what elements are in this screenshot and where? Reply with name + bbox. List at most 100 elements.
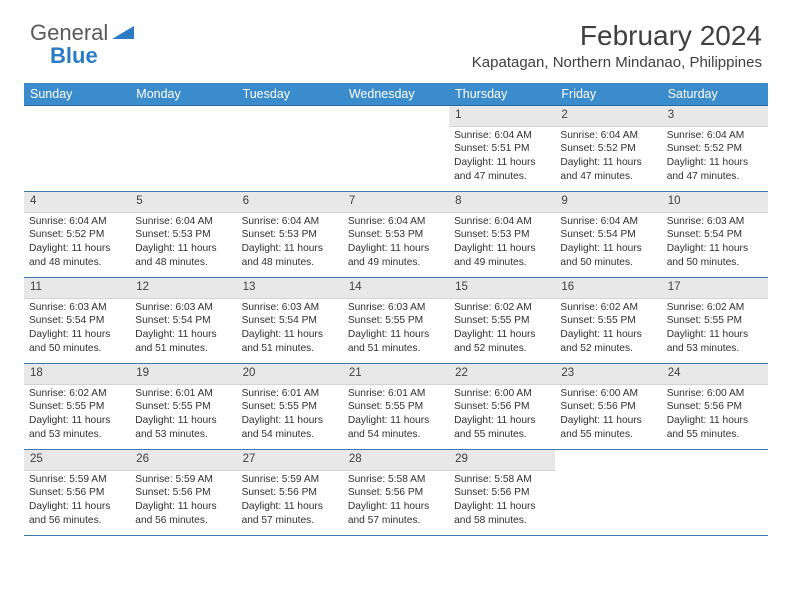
calendar-day-cell: 21Sunrise: 6:01 AMSunset: 5:55 PMDayligh… [343, 364, 449, 450]
calendar-week-row: 25Sunrise: 5:59 AMSunset: 5:56 PMDayligh… [24, 450, 768, 536]
day-number: 14 [343, 278, 449, 299]
day-number: 23 [555, 364, 661, 385]
day-info: Sunrise: 5:59 AMSunset: 5:56 PMDaylight:… [130, 471, 236, 532]
calendar-day-cell: 6Sunrise: 6:04 AMSunset: 5:53 PMDaylight… [237, 192, 343, 278]
day-number: 26 [130, 450, 236, 471]
weekday-header: Wednesday [343, 83, 449, 106]
day-info: Sunrise: 6:00 AMSunset: 5:56 PMDaylight:… [662, 385, 768, 446]
calendar-day-cell: 24Sunrise: 6:00 AMSunset: 5:56 PMDayligh… [662, 364, 768, 450]
calendar-day-cell: 9Sunrise: 6:04 AMSunset: 5:54 PMDaylight… [555, 192, 661, 278]
day-info: Sunrise: 6:01 AMSunset: 5:55 PMDaylight:… [130, 385, 236, 446]
month-title: February 2024 [472, 20, 762, 52]
day-info: Sunrise: 6:01 AMSunset: 5:55 PMDaylight:… [343, 385, 449, 446]
day-number: 7 [343, 192, 449, 213]
title-block: February 2024 Kapatagan, Northern Mindan… [472, 20, 762, 71]
day-number: 16 [555, 278, 661, 299]
calendar-day-cell [130, 106, 236, 192]
weekday-header: Sunday [24, 83, 130, 106]
calendar-day-cell: 7Sunrise: 6:04 AMSunset: 5:53 PMDaylight… [343, 192, 449, 278]
calendar-day-cell: 19Sunrise: 6:01 AMSunset: 5:55 PMDayligh… [130, 364, 236, 450]
calendar-day-cell: 11Sunrise: 6:03 AMSunset: 5:54 PMDayligh… [24, 278, 130, 364]
calendar-day-cell: 18Sunrise: 6:02 AMSunset: 5:55 PMDayligh… [24, 364, 130, 450]
day-number: 17 [662, 278, 768, 299]
day-number: 27 [237, 450, 343, 471]
calendar-day-cell: 14Sunrise: 6:03 AMSunset: 5:55 PMDayligh… [343, 278, 449, 364]
day-number: 6 [237, 192, 343, 213]
day-info: Sunrise: 6:04 AMSunset: 5:53 PMDaylight:… [130, 213, 236, 274]
calendar-day-cell: 20Sunrise: 6:01 AMSunset: 5:55 PMDayligh… [237, 364, 343, 450]
day-info: Sunrise: 6:04 AMSunset: 5:53 PMDaylight:… [449, 213, 555, 274]
logo-triangle-icon [112, 23, 134, 44]
calendar-day-cell: 28Sunrise: 5:58 AMSunset: 5:56 PMDayligh… [343, 450, 449, 536]
day-number: 19 [130, 364, 236, 385]
day-info: Sunrise: 6:03 AMSunset: 5:54 PMDaylight:… [130, 299, 236, 360]
calendar-day-cell: 25Sunrise: 5:59 AMSunset: 5:56 PMDayligh… [24, 450, 130, 536]
calendar-week-row: 4Sunrise: 6:04 AMSunset: 5:52 PMDaylight… [24, 192, 768, 278]
calendar-day-cell [237, 106, 343, 192]
day-info: Sunrise: 6:03 AMSunset: 5:54 PMDaylight:… [662, 213, 768, 274]
calendar-day-cell: 4Sunrise: 6:04 AMSunset: 5:52 PMDaylight… [24, 192, 130, 278]
weekday-header: Monday [130, 83, 236, 106]
day-info: Sunrise: 5:59 AMSunset: 5:56 PMDaylight:… [237, 471, 343, 532]
day-number: 25 [24, 450, 130, 471]
day-info: Sunrise: 6:02 AMSunset: 5:55 PMDaylight:… [555, 299, 661, 360]
day-number: 15 [449, 278, 555, 299]
day-number: 3 [662, 106, 768, 127]
day-number: 8 [449, 192, 555, 213]
day-info: Sunrise: 6:02 AMSunset: 5:55 PMDaylight:… [662, 299, 768, 360]
calendar-table: SundayMondayTuesdayWednesdayThursdayFrid… [24, 83, 768, 536]
day-number: 1 [449, 106, 555, 127]
calendar-day-cell: 15Sunrise: 6:02 AMSunset: 5:55 PMDayligh… [449, 278, 555, 364]
day-number: 24 [662, 364, 768, 385]
calendar-day-cell: 26Sunrise: 5:59 AMSunset: 5:56 PMDayligh… [130, 450, 236, 536]
day-number: 22 [449, 364, 555, 385]
calendar-week-row: 18Sunrise: 6:02 AMSunset: 5:55 PMDayligh… [24, 364, 768, 450]
day-number: 28 [343, 450, 449, 471]
day-number: 9 [555, 192, 661, 213]
calendar-day-cell: 12Sunrise: 6:03 AMSunset: 5:54 PMDayligh… [130, 278, 236, 364]
calendar-day-cell: 22Sunrise: 6:00 AMSunset: 5:56 PMDayligh… [449, 364, 555, 450]
header: General February 2024 Kapatagan, Norther… [0, 0, 792, 77]
calendar-week-row: 11Sunrise: 6:03 AMSunset: 5:54 PMDayligh… [24, 278, 768, 364]
day-info: Sunrise: 6:02 AMSunset: 5:55 PMDaylight:… [24, 385, 130, 446]
day-number: 12 [130, 278, 236, 299]
calendar-day-cell: 1Sunrise: 6:04 AMSunset: 5:51 PMDaylight… [449, 106, 555, 192]
day-info: Sunrise: 6:03 AMSunset: 5:54 PMDaylight:… [237, 299, 343, 360]
day-info: Sunrise: 6:04 AMSunset: 5:52 PMDaylight:… [555, 127, 661, 188]
day-number: 5 [130, 192, 236, 213]
day-number: 2 [555, 106, 661, 127]
calendar-day-cell [555, 450, 661, 536]
day-info: Sunrise: 6:04 AMSunset: 5:52 PMDaylight:… [662, 127, 768, 188]
day-info: Sunrise: 6:01 AMSunset: 5:55 PMDaylight:… [237, 385, 343, 446]
day-info: Sunrise: 6:04 AMSunset: 5:54 PMDaylight:… [555, 213, 661, 274]
calendar-day-cell: 27Sunrise: 5:59 AMSunset: 5:56 PMDayligh… [237, 450, 343, 536]
day-info: Sunrise: 5:58 AMSunset: 5:56 PMDaylight:… [449, 471, 555, 532]
weekday-header: Friday [555, 83, 661, 106]
day-info: Sunrise: 6:00 AMSunset: 5:56 PMDaylight:… [449, 385, 555, 446]
day-number: 4 [24, 192, 130, 213]
location-text: Kapatagan, Northern Mindanao, Philippine… [472, 54, 762, 71]
day-info: Sunrise: 6:02 AMSunset: 5:55 PMDaylight:… [449, 299, 555, 360]
calendar-day-cell: 5Sunrise: 6:04 AMSunset: 5:53 PMDaylight… [130, 192, 236, 278]
calendar-day-cell: 23Sunrise: 6:00 AMSunset: 5:56 PMDayligh… [555, 364, 661, 450]
weekday-header: Tuesday [237, 83, 343, 106]
day-info: Sunrise: 6:04 AMSunset: 5:53 PMDaylight:… [343, 213, 449, 274]
calendar-week-row: 1Sunrise: 6:04 AMSunset: 5:51 PMDaylight… [24, 106, 768, 192]
day-info: Sunrise: 6:04 AMSunset: 5:52 PMDaylight:… [24, 213, 130, 274]
calendar-day-cell [24, 106, 130, 192]
calendar-day-cell: 10Sunrise: 6:03 AMSunset: 5:54 PMDayligh… [662, 192, 768, 278]
day-info: Sunrise: 5:58 AMSunset: 5:56 PMDaylight:… [343, 471, 449, 532]
day-info: Sunrise: 6:04 AMSunset: 5:53 PMDaylight:… [237, 213, 343, 274]
weekday-header: Saturday [662, 83, 768, 106]
calendar-day-cell: 8Sunrise: 6:04 AMSunset: 5:53 PMDaylight… [449, 192, 555, 278]
day-number: 18 [24, 364, 130, 385]
weekday-header: Thursday [449, 83, 555, 106]
day-info: Sunrise: 6:03 AMSunset: 5:55 PMDaylight:… [343, 299, 449, 360]
day-number: 10 [662, 192, 768, 213]
weekday-header-row: SundayMondayTuesdayWednesdayThursdayFrid… [24, 83, 768, 106]
day-number: 20 [237, 364, 343, 385]
calendar-day-cell: 17Sunrise: 6:02 AMSunset: 5:55 PMDayligh… [662, 278, 768, 364]
calendar-day-cell: 3Sunrise: 6:04 AMSunset: 5:52 PMDaylight… [662, 106, 768, 192]
calendar-day-cell: 29Sunrise: 5:58 AMSunset: 5:56 PMDayligh… [449, 450, 555, 536]
day-number: 13 [237, 278, 343, 299]
